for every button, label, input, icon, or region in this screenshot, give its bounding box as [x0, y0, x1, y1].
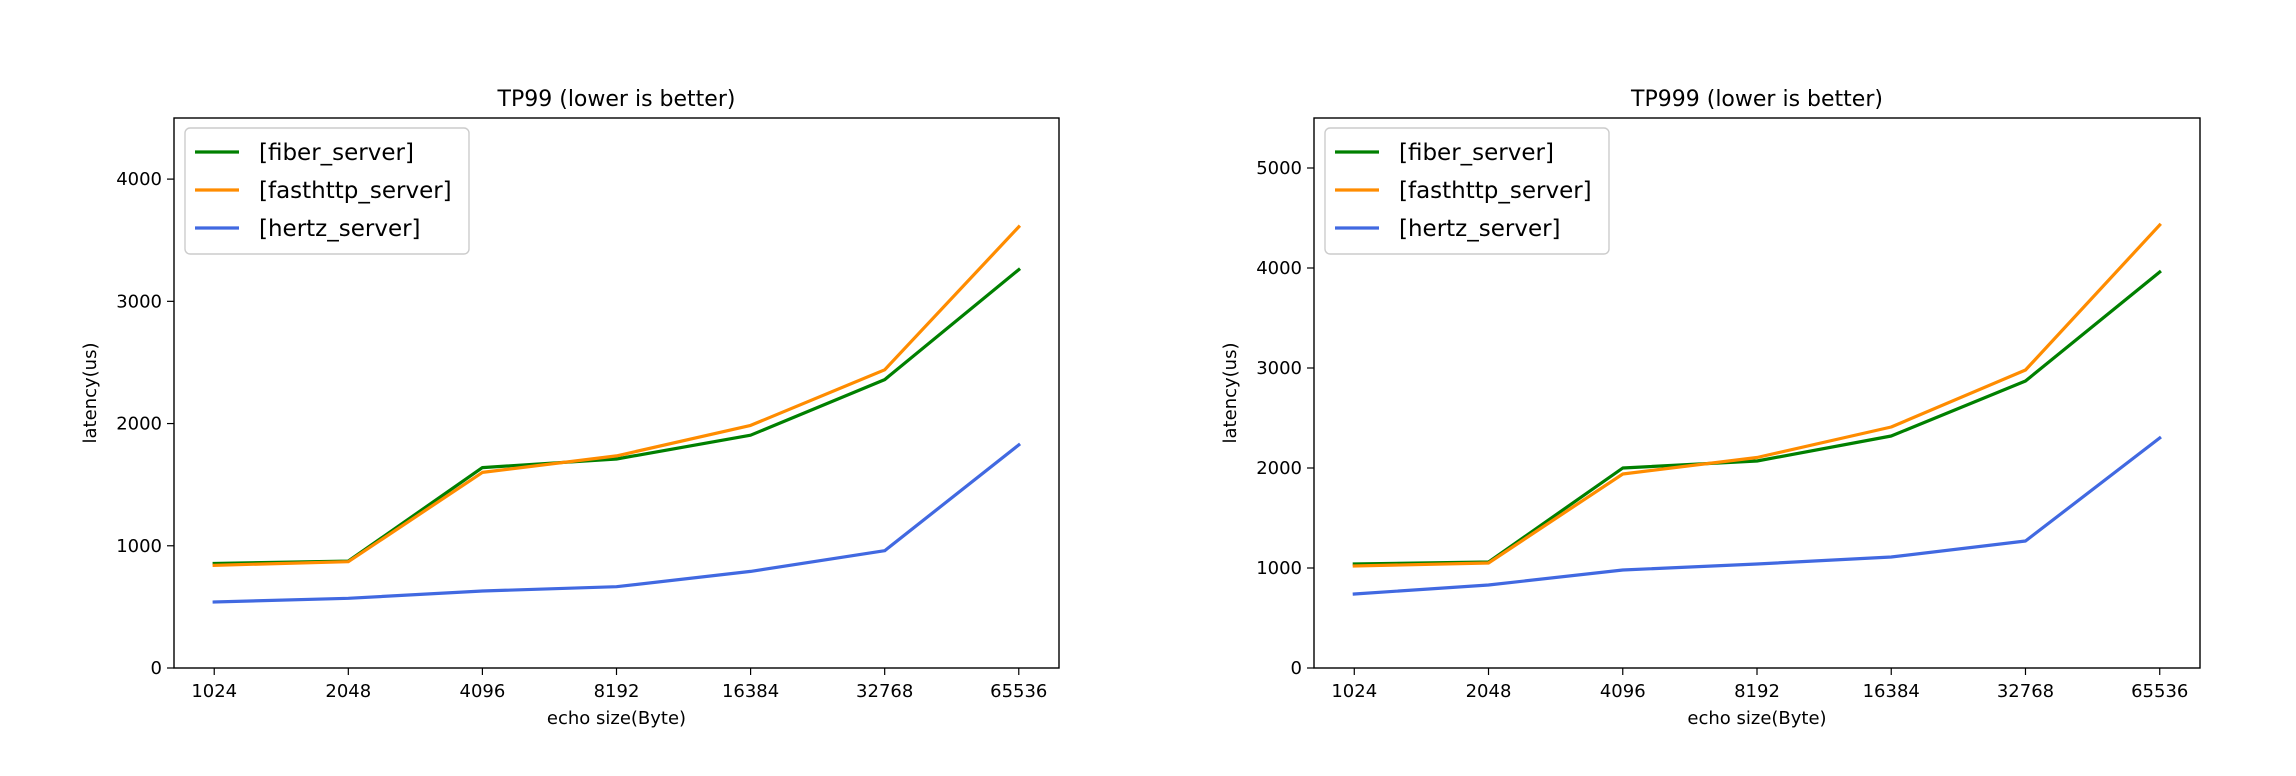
y-tick-label: 2000	[116, 414, 162, 435]
series-line-fiber-server	[1352, 269, 2162, 566]
legend-label: [hertz_server]	[1399, 216, 1561, 242]
x-tick-label: 1024	[191, 681, 237, 702]
chart-tp99: TP99 (lower is better) 0 1000 2000 3000 4000 1…	[80, 87, 1060, 729]
y-axis-label: latency(us)	[80, 343, 101, 444]
legend-label: [fiber_server]	[259, 140, 414, 166]
y-axis-label: latency(us)	[1220, 343, 1241, 444]
series-line-fiber-server	[212, 267, 1022, 566]
legend-label: [fasthttp_server]	[259, 178, 452, 204]
chart-tp999: TP999 (lower is better) 0 1000 2000 3000 4000…	[1220, 87, 2201, 729]
x-tick-label: 4096	[1600, 681, 1646, 702]
y-tick-label: 2000	[1256, 458, 1302, 479]
x-tick-label: 32768	[856, 681, 913, 702]
legend-label: [fasthttp_server]	[1399, 178, 1592, 204]
x-axis-label: echo size(Byte)	[1687, 708, 1826, 729]
plot-frame	[1313, 117, 2201, 669]
y-tick-label: 1000	[1256, 558, 1302, 579]
y-tick-label: 1000	[116, 536, 162, 557]
series-line-fasthttp-server	[1352, 222, 2162, 568]
legend-box	[1324, 127, 1610, 255]
y-tick-label: 3000	[116, 291, 162, 312]
chart-title: TP99 (lower is better)	[497, 87, 736, 112]
x-tick-label: 32768	[1997, 681, 2054, 702]
legend-label: [hertz_server]	[259, 216, 421, 242]
chart-title: TP999 (lower is better)	[1630, 87, 1883, 112]
x-tick-label: 1024	[1331, 681, 1377, 702]
y-tick-label: 3000	[1256, 358, 1302, 379]
y-tick-label: 4000	[1256, 258, 1302, 279]
x-tick-label: 16384	[722, 681, 779, 702]
x-tick-label: 8192	[1734, 681, 1780, 702]
x-tick-label: 65536	[2131, 681, 2188, 702]
legend-label: [fiber_server]	[1399, 140, 1554, 166]
x-axis-label: echo size(Byte)	[547, 708, 686, 729]
x-tick-label: 4096	[460, 681, 506, 702]
series-line-hertz-server	[212, 442, 1022, 604]
y-tick-label: 0	[1291, 658, 1302, 679]
x-tick-label: 8192	[594, 681, 640, 702]
y-tick-label: 5000	[1256, 158, 1302, 179]
series-line-hertz-server	[1352, 435, 2162, 596]
x-tick-label: 2048	[1466, 681, 1512, 702]
x-tick-label: 65536	[990, 681, 1047, 702]
plot-frame	[173, 117, 1060, 669]
y-tick-label: 4000	[116, 169, 162, 190]
legend-box	[184, 127, 470, 255]
series-line-fasthttp-server	[212, 224, 1022, 567]
y-tick-label: 0	[151, 658, 162, 679]
x-tick-label: 16384	[1863, 681, 1920, 702]
x-tick-label: 2048	[325, 681, 371, 702]
